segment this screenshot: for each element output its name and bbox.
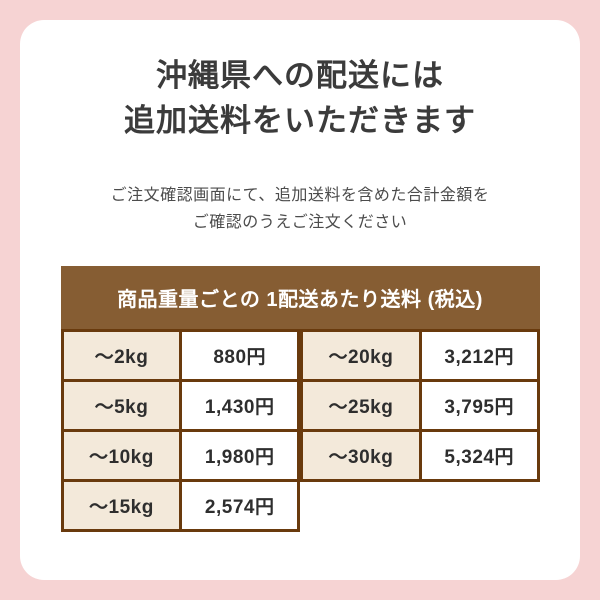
fee-table-left-pair: ～2kg 880円 ～5kg 1,430円 ～10kg 1,980円 ～15kg… [60, 329, 301, 533]
price-cell: 880円 [179, 329, 300, 383]
notice-subtitle-line-1: ご注文確認画面にて、追加送料を含めた合計金額を [110, 186, 490, 204]
weight-cell: ～2kg [60, 329, 183, 383]
fee-table-body: ～2kg 880円 ～5kg 1,430円 ～10kg 1,980円 ～15kg… [60, 329, 540, 533]
fee-table-right-pair: ～20kg 3,212円 ～25kg 3,795円 ～30kg 5,324円 [300, 329, 540, 483]
notice-title-line-2: 追加送料をいただきます [124, 102, 476, 138]
notice-subtitle-line-2: ご確認のうえご注文ください [192, 214, 408, 232]
price-cell: 5,324円 [418, 429, 540, 483]
price-cell: 2,574円 [179, 479, 300, 533]
table-row: ～15kg 2,574円 [60, 479, 300, 533]
price-cell: 3,212円 [418, 329, 540, 383]
weight-cell: ～20kg [300, 329, 422, 383]
weight-cell: ～15kg [60, 479, 183, 533]
table-row: ～25kg 3,795円 [300, 379, 540, 433]
price-cell: 3,795円 [418, 379, 540, 433]
table-row: ～5kg 1,430円 [60, 379, 300, 433]
fee-table-header: 商品重量ごとの 1配送あたり送料 (税込) [60, 266, 540, 330]
shipping-fee-table: 商品重量ごとの 1配送あたり送料 (税込) ～2kg 880円 ～5kg 1,4… [60, 266, 540, 533]
notice-title: 沖縄県への配送には 追加送料をいただきます [20, 54, 580, 144]
weight-cell: ～30kg [300, 429, 422, 483]
price-cell: 1,980円 [179, 429, 300, 483]
table-row: ～2kg 880円 [60, 329, 300, 383]
table-row: ～20kg 3,212円 [300, 329, 540, 383]
price-cell: 1,430円 [179, 379, 300, 433]
table-row: ～30kg 5,324円 [300, 429, 540, 483]
notice-title-line-1: 沖縄県への配送には [156, 58, 444, 93]
notice-subtitle: ご注文確認画面にて、追加送料を含めた合計金額を ご確認のうえご注文ください [20, 182, 580, 236]
table-row: ～10kg 1,980円 [60, 429, 300, 483]
weight-cell: ～25kg [300, 379, 422, 433]
weight-cell: ～5kg [60, 379, 183, 433]
weight-cell: ～10kg [60, 429, 183, 483]
notice-card: 沖縄県への配送には 追加送料をいただきます ご注文確認画面にて、追加送料を含めた… [20, 20, 580, 580]
